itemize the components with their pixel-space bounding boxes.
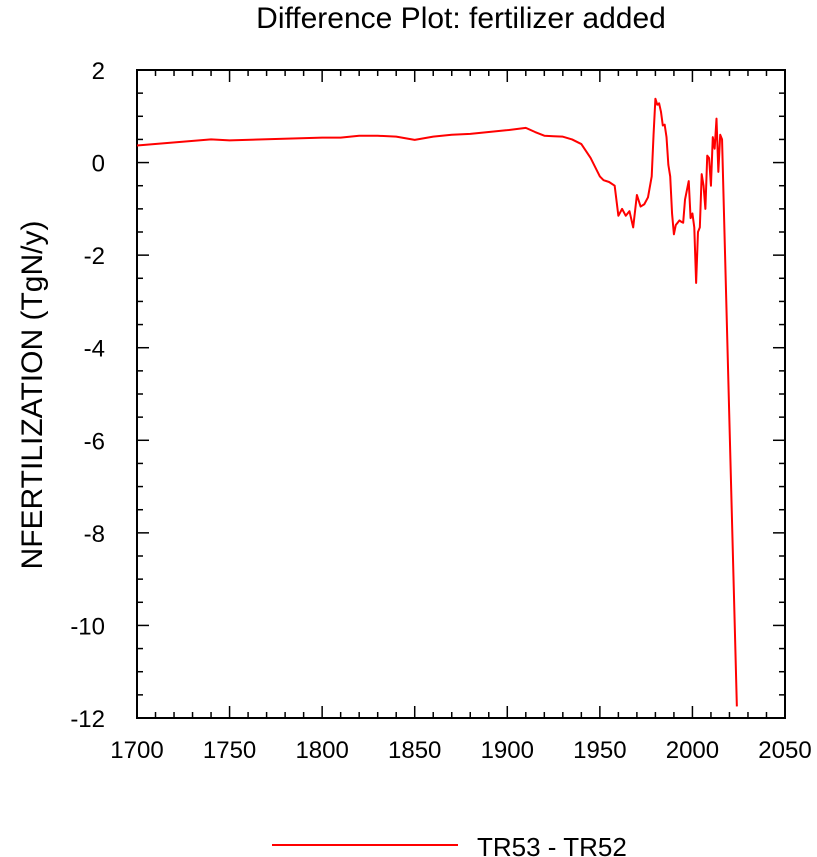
y-tick-label: -8 xyxy=(84,521,105,548)
y-tick-label: -4 xyxy=(84,336,105,363)
y-tick-label: -12 xyxy=(70,706,105,733)
y-tick-label: 0 xyxy=(92,151,105,178)
plot-frame xyxy=(136,69,786,719)
y-tick-label: -6 xyxy=(84,428,105,455)
plot-area: 1700 1750 1800 1850 1900 1950 2000 2050 -12 -10 -8… xyxy=(70,58,811,764)
x-tick-label: 1850 xyxy=(388,737,441,764)
legend-label: TR53 - TR52 xyxy=(477,832,627,857)
x-tick-label: 1750 xyxy=(203,737,256,764)
series-line xyxy=(136,97,738,707)
legend: TR53 - TR52 xyxy=(272,832,627,857)
x-tick-label: 1800 xyxy=(295,737,348,764)
x-tick-label: 1900 xyxy=(481,737,534,764)
y-tick-label: 2 xyxy=(92,58,105,85)
chart-title: Difference Plot: fertilizer added xyxy=(256,2,666,35)
x-tick-label: 2050 xyxy=(758,737,811,764)
x-tick-label: 1950 xyxy=(573,737,626,764)
y-tick-label: -10 xyxy=(70,613,105,640)
y-axis-label: NFERTILIZATION (TgN/y) xyxy=(16,221,49,570)
x-tick-label: 2000 xyxy=(666,737,719,764)
x-tick-label: 1700 xyxy=(110,737,163,764)
y-tick-label: -2 xyxy=(84,243,105,270)
